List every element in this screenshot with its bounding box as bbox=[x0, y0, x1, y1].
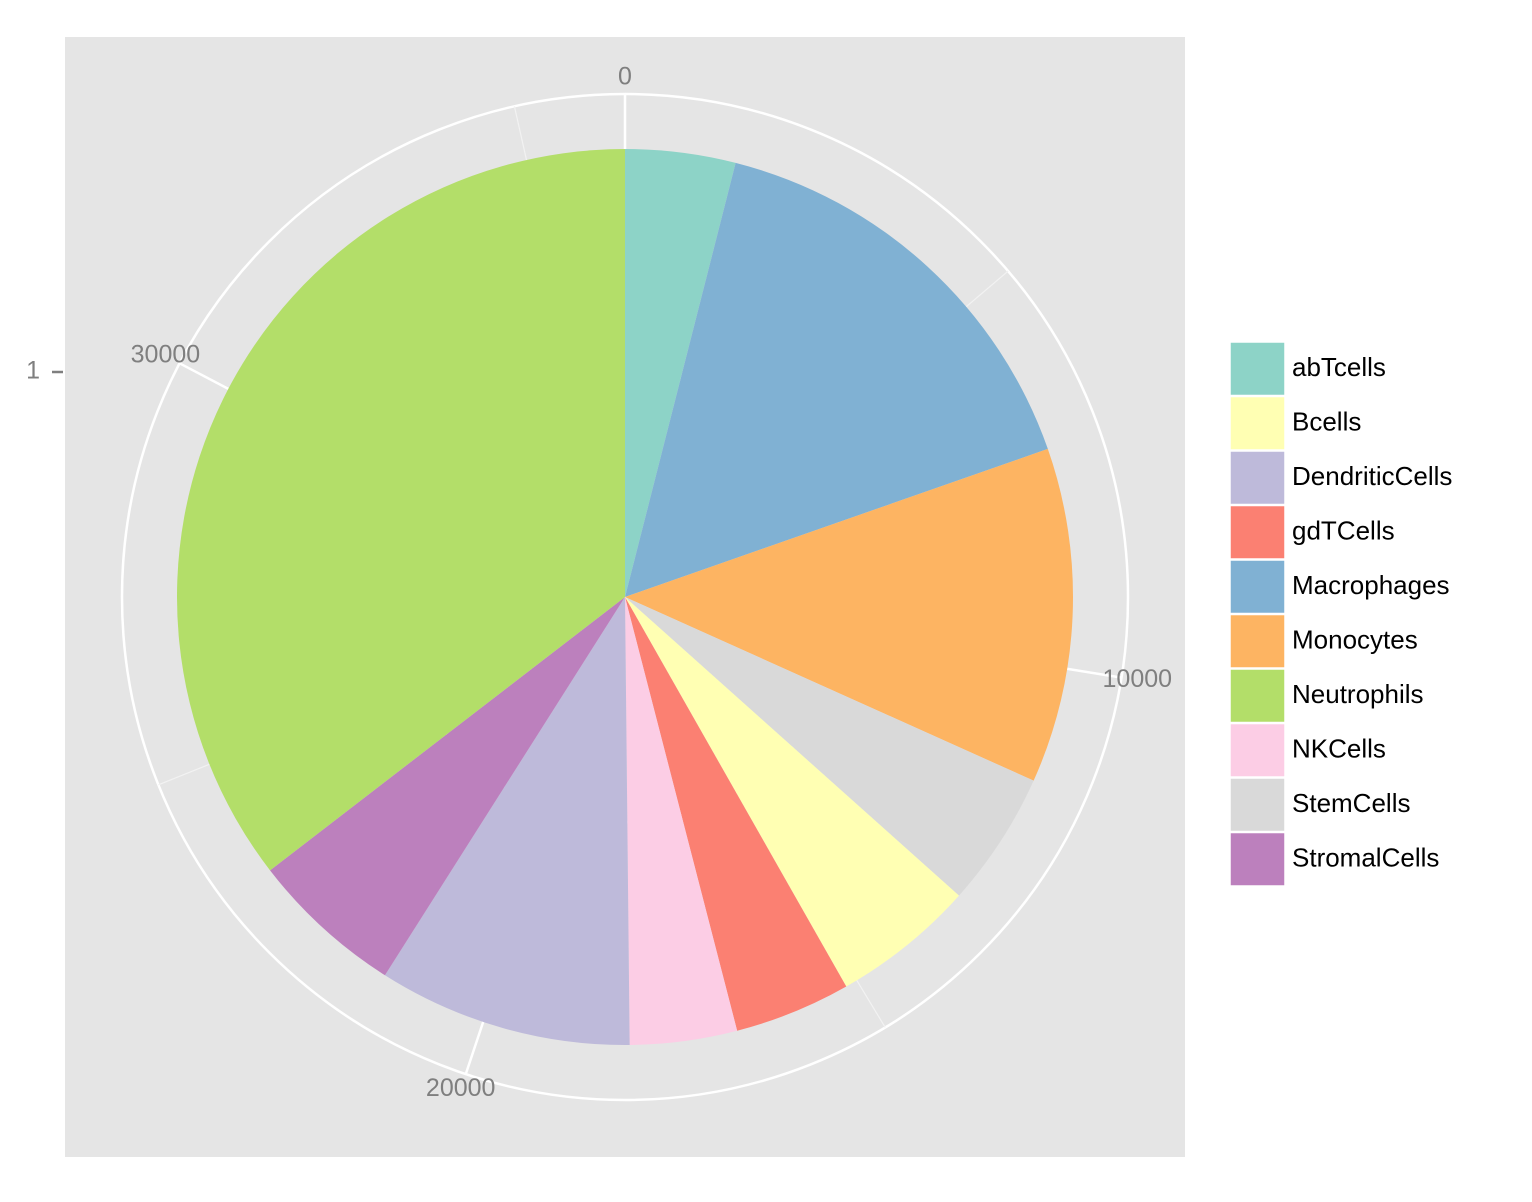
pie-slice bbox=[625, 162, 1048, 598]
legend-key bbox=[1229, 504, 1286, 560]
legend-label: StromalCells bbox=[1292, 843, 1439, 873]
pie-slice bbox=[625, 597, 959, 987]
pie-slice bbox=[384, 597, 630, 1045]
y-tick-label: 1 bbox=[26, 357, 40, 385]
legend-label: StemCells bbox=[1292, 788, 1410, 818]
pie-slice bbox=[625, 149, 736, 597]
legend-key bbox=[1229, 450, 1286, 506]
legend-key bbox=[1229, 341, 1286, 397]
legend-key bbox=[1229, 668, 1286, 724]
legend-key bbox=[1229, 559, 1286, 615]
legend-label: gdTCells bbox=[1292, 516, 1395, 546]
legend-key bbox=[1229, 831, 1286, 887]
x-tick-label: 10000 bbox=[1103, 665, 1173, 693]
legend-label: abTcells bbox=[1292, 352, 1386, 382]
legend-key bbox=[1229, 777, 1286, 833]
pie-slice bbox=[625, 597, 738, 1045]
pie-slice bbox=[625, 448, 1073, 781]
legend-label: Neutrophils bbox=[1292, 679, 1424, 709]
legend-label: NKCells bbox=[1292, 734, 1386, 764]
pie-slice bbox=[270, 597, 625, 976]
pie-slice bbox=[177, 149, 626, 871]
legend-key bbox=[1229, 722, 1286, 778]
pie-slice bbox=[625, 597, 1034, 896]
legend-key bbox=[1229, 395, 1286, 451]
legend-label: Monocytes bbox=[1292, 625, 1418, 655]
x-tick-label: 20000 bbox=[426, 1074, 496, 1102]
legend-label: Macrophages bbox=[1292, 570, 1450, 600]
x-tick-label: 30000 bbox=[131, 340, 201, 368]
x-tick-label: 0 bbox=[618, 63, 632, 91]
legend-key bbox=[1229, 613, 1286, 669]
pie-slice bbox=[625, 597, 847, 1031]
legend-label: DendriticCells bbox=[1292, 461, 1452, 491]
legend-label: Bcells bbox=[1292, 407, 1361, 437]
